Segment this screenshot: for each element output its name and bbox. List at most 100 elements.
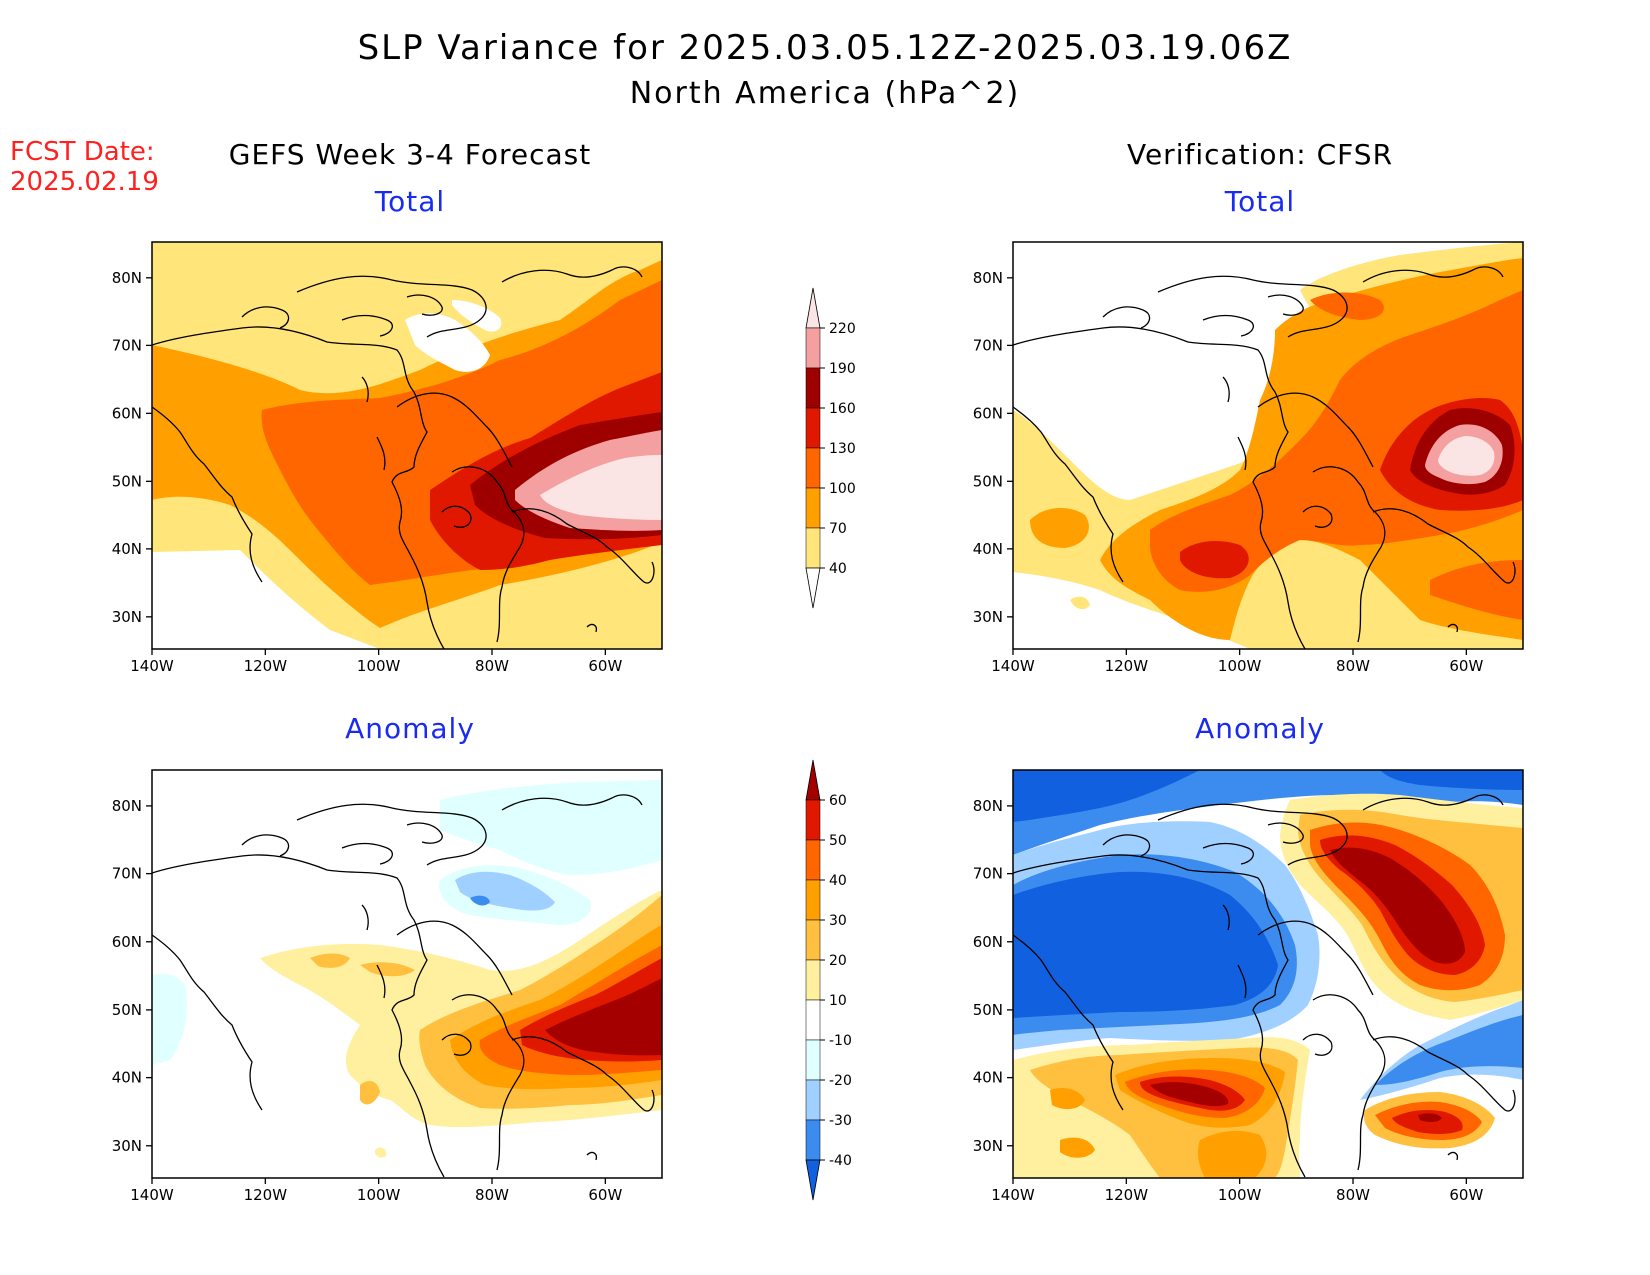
lon-tick-label: 120W: [244, 1186, 288, 1204]
lon-tick-label: 80W: [1336, 657, 1370, 675]
lat-tick-label: 80N: [973, 269, 1003, 287]
map-cfsr-anomaly: [1013, 770, 1523, 1178]
lon-tick-label: 80W: [1336, 1186, 1370, 1204]
map-gefs-total: [152, 242, 662, 649]
colorbar-segment: [805, 527, 821, 569]
lat-tick-label: 30N: [973, 1137, 1003, 1155]
colorbar-segment: [805, 487, 821, 529]
left-column-title: GEFS Week 3-4 Forecast: [228, 138, 592, 171]
colorbar-anomaly: 60 50 40 30 20 10 -10 -20 -30 -40: [805, 759, 852, 1201]
colorbar-segment: [805, 447, 821, 489]
lon-tick-label: 80W: [475, 1186, 509, 1204]
panel-subtitle-cfsr-total: Total: [1224, 185, 1296, 218]
colorbar-label: 100: [829, 481, 856, 497]
colorbar-label: 30: [829, 913, 847, 929]
lon-tick-label: 60W: [1449, 657, 1483, 675]
lat-tick-label: 60N: [112, 933, 142, 951]
lat-tick-label: 80N: [973, 797, 1003, 815]
lat-tick-label: 40N: [112, 1069, 142, 1087]
colorbar-segment: [805, 1039, 821, 1081]
colorbar-label: 40: [829, 873, 847, 889]
lat-tick-label: 50N: [112, 1001, 142, 1019]
lon-tick-label: 140W: [130, 657, 174, 675]
panel-subtitle-cfsr-anomaly: Anomaly: [1195, 712, 1325, 745]
colorbar-label: -40: [829, 1153, 852, 1169]
lat-tick-label: 70N: [112, 336, 142, 354]
lon-tick-label: 100W: [1218, 1186, 1262, 1204]
fcst-date: FCST Date: 2025.02.19: [10, 137, 159, 197]
lat-tick-label: 60N: [112, 404, 142, 422]
colorbar-label: 40: [829, 561, 847, 577]
colorbar-segment: [805, 959, 821, 1001]
colorbar-segment: [805, 567, 821, 609]
colorbar-label: 220: [829, 321, 856, 337]
main-subtitle: North America (hPa^2): [629, 76, 1021, 111]
colorbar-segment: [805, 1159, 821, 1201]
colorbar-label: 70: [829, 521, 847, 537]
lon-tick-label: 100W: [357, 657, 401, 675]
colorbar-segment: [805, 1079, 821, 1121]
lon-tick-label: 140W: [991, 657, 1035, 675]
colorbar-segment: [805, 407, 821, 449]
main-title: SLP Variance for 2025.03.05.12Z-2025.03.…: [357, 28, 1293, 68]
colorbar-segment: [805, 327, 821, 369]
colorbar-segment: [805, 999, 821, 1041]
colorbar-segment: [805, 799, 821, 841]
lon-tick-label: 120W: [244, 657, 288, 675]
lon-tick-label: 140W: [991, 1186, 1035, 1204]
lat-tick-label: 40N: [112, 540, 142, 558]
lon-tick-label: 120W: [1105, 657, 1149, 675]
lat-tick-label: 80N: [112, 797, 142, 815]
lat-tick-label: 50N: [112, 472, 142, 490]
panel-subtitle-gefs-anomaly: Anomaly: [345, 712, 475, 745]
colorbar-label: -20: [829, 1073, 852, 1089]
lon-tick-label: 140W: [130, 1186, 174, 1204]
lon-tick-label: 100W: [1218, 657, 1262, 675]
frame-cfsr-total: [1012, 241, 1524, 650]
lat-tick-label: 30N: [973, 608, 1003, 626]
lat-tick-label: 50N: [973, 472, 1003, 490]
colorbar-segment: [805, 1119, 821, 1161]
lon-tick-label: 80W: [475, 657, 509, 675]
frame-cfsr-anomaly: [1012, 769, 1524, 1179]
axis-ticks: 140W 120W 100W 80W 60W 80N 70N 60N 50N 40N 30N 140W…: [112, 269, 1484, 1204]
lat-tick-label: 70N: [112, 865, 142, 883]
lat-tick-label: 30N: [112, 1137, 142, 1155]
lat-tick-label: 40N: [973, 1069, 1003, 1087]
map-cfsr-total: [1013, 242, 1523, 649]
colorbar-segment: [805, 879, 821, 921]
colorbar-segment: [805, 287, 821, 329]
colorbar-segment: [805, 759, 821, 801]
fcst-date-label: FCST Date:: [10, 137, 155, 167]
colorbar-segment: [805, 919, 821, 961]
lon-tick-label: 60W: [588, 1186, 622, 1204]
lat-tick-label: 50N: [973, 1001, 1003, 1019]
right-column-title: Verification: CFSR: [1126, 138, 1394, 171]
lon-tick-label: 120W: [1105, 1186, 1149, 1204]
frame-gefs-total: [151, 241, 663, 650]
colorbar-label: 60: [829, 793, 847, 809]
colorbar-label: -10: [829, 1033, 852, 1049]
colorbar-label: 10: [829, 993, 847, 1009]
lon-tick-label: 60W: [1449, 1186, 1483, 1204]
frame-gefs-anomaly: [151, 769, 663, 1179]
map-gefs-anomaly: [152, 770, 662, 1178]
lon-tick-label: 60W: [588, 657, 622, 675]
colorbar-label: 190: [829, 361, 856, 377]
colorbar-segment: [805, 839, 821, 881]
lat-tick-label: 60N: [973, 404, 1003, 422]
colorbar-label: -30: [829, 1113, 852, 1129]
colorbar-label: 130: [829, 441, 856, 457]
fcst-date-value: 2025.02.19: [10, 167, 159, 197]
lon-tick-label: 100W: [357, 1186, 401, 1204]
lat-tick-label: 70N: [973, 865, 1003, 883]
lat-tick-label: 70N: [973, 336, 1003, 354]
panel-subtitle-gefs-total: Total: [374, 185, 446, 218]
lat-tick-label: 60N: [973, 933, 1003, 951]
colorbar-total: 220 190 160 130 100 70 40: [805, 287, 856, 609]
lat-tick-label: 40N: [973, 540, 1003, 558]
colorbar-label: 50: [829, 833, 847, 849]
colorbar-label: 160: [829, 401, 856, 417]
colorbar-label: 20: [829, 953, 847, 969]
